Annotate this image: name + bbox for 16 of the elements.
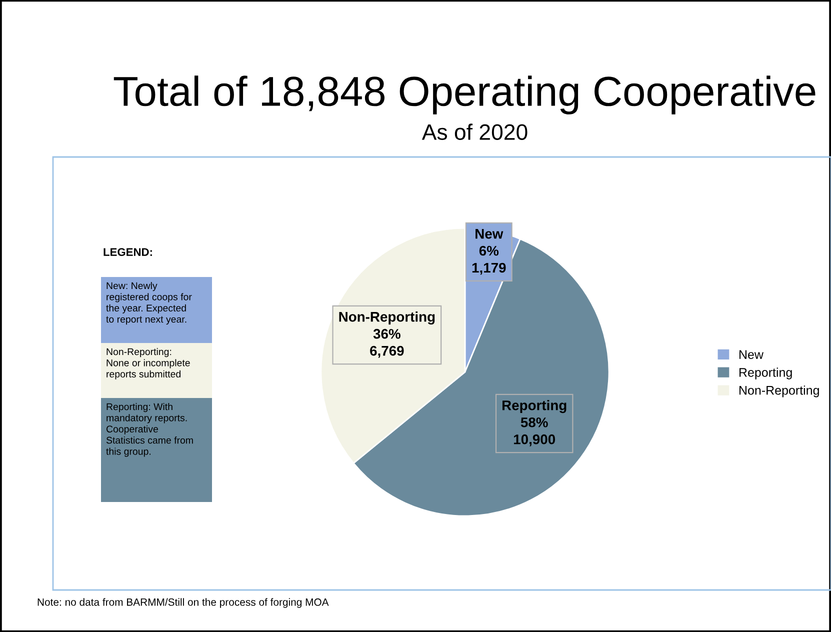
data-label: 6% 1,179 xyxy=(472,246,506,275)
slice-label: Reporting xyxy=(502,400,566,414)
slice-label: Non-Reporting xyxy=(339,312,435,325)
data-label: 36% 6,769 xyxy=(370,328,404,358)
text: New: Newly registered coops for the year. Expected to report next year. xyxy=(106,282,192,325)
legend-label: Reporting xyxy=(739,368,792,380)
legend-label: New xyxy=(739,350,764,359)
chart-title: Total of 18,848 Operating Cooperative xyxy=(114,76,816,114)
text: Non-Reporting: None or incomplete reports submitted xyxy=(106,348,190,380)
chart-subtitle: As of 2020 xyxy=(422,124,528,140)
text: LEGEND: xyxy=(104,248,152,256)
text: Reporting: With mandatory reports. Cooperative Statistics came from this group. xyxy=(106,403,193,457)
text: Note: no data from BARMM/Still on the process of forging MOA xyxy=(38,598,329,608)
legend-label: Non-Reporting xyxy=(739,386,819,398)
data-label: 58% 10,900 xyxy=(514,417,556,446)
slice-label: New xyxy=(476,229,504,239)
